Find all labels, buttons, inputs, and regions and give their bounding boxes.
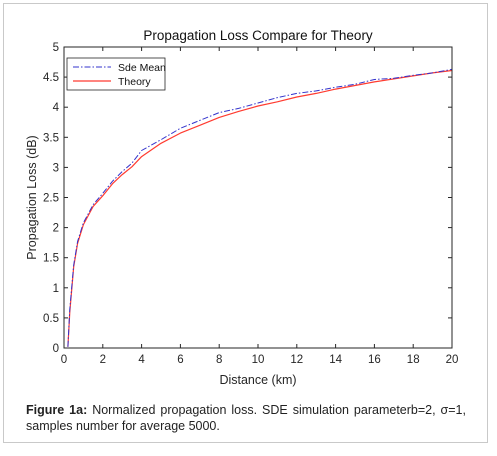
figure-caption: Figure 1a: Normalized propagation loss. …: [26, 402, 466, 434]
x-tick-label: 20: [446, 354, 459, 366]
y-tick-label: 2: [53, 223, 59, 235]
y-tick-label: 2.5: [43, 193, 59, 205]
y-tick-label: 4.5: [43, 72, 59, 84]
chart-title: Propagation Loss Compare for Theory: [143, 28, 373, 43]
y-axis-title: Propagation Loss (dB): [25, 135, 39, 259]
plot-area: [64, 47, 452, 348]
legend-label-sde-mean: Sde Mean: [118, 62, 166, 74]
y-tick-label: 0: [53, 343, 59, 355]
y-tick-label: 0.5: [43, 313, 59, 325]
y-tick-label: 3: [53, 162, 59, 174]
caption-label: Figure 1a:: [26, 403, 88, 417]
y-tick-label: 5: [53, 42, 59, 54]
x-tick-label: 4: [138, 354, 145, 366]
y-tick-label: 1.5: [43, 253, 59, 265]
x-tick-label: 10: [252, 354, 265, 366]
caption-text: Normalized propagation loss. SDE simulat…: [26, 403, 466, 433]
legend: Sde Mean Theory: [66, 57, 166, 91]
x-tick-label: 0: [61, 354, 67, 366]
series-layer: [67, 68, 453, 347]
legend-box: [66, 57, 166, 91]
y-tick-label: 3.5: [43, 132, 59, 144]
y-tick-label: 1: [53, 283, 59, 295]
x-tick-label: 14: [329, 354, 342, 366]
x-tick-label: 8: [216, 354, 222, 366]
x-tick-label: 12: [290, 354, 303, 366]
legend-label-theory: Theory: [118, 76, 151, 88]
x-tick-label: 16: [368, 354, 381, 366]
ticks-layer: 0 2 4 6 8 10 12 14 16 18 20 0 0.5 1 1.5 2 2.5 3 3.5 4 4.5 5: [43, 42, 458, 366]
x-axis-title: Distance (km): [219, 373, 296, 387]
y-tick-label: 4: [53, 102, 60, 114]
series-line-sde-mean: [67, 68, 453, 347]
x-tick-label: 18: [407, 354, 420, 366]
x-tick-label: 2: [100, 354, 106, 366]
series-line-theory: [67, 69, 453, 347]
x-tick-label: 6: [177, 354, 183, 366]
